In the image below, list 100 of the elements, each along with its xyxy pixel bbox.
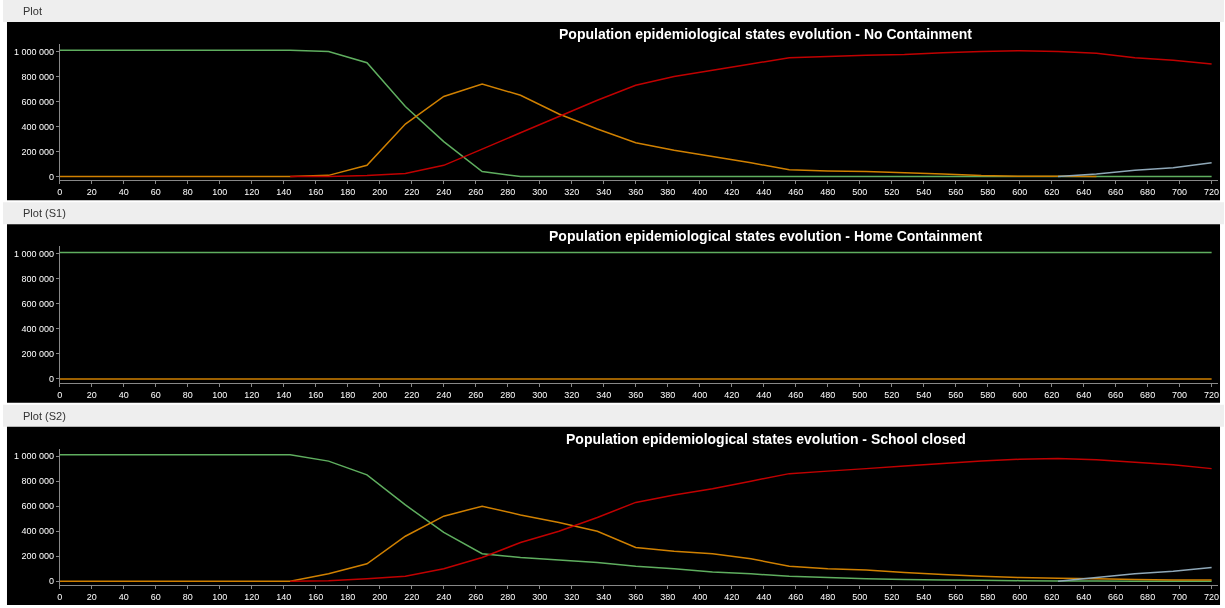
x-tick-label: 180 — [340, 591, 356, 602]
x-tick-label: 20 — [86, 389, 97, 400]
x-tick-label: 60 — [150, 591, 161, 602]
x-tick-label: 220 — [404, 187, 420, 198]
x-tick-label: 340 — [596, 389, 612, 400]
x-tick-label: 260 — [468, 389, 484, 400]
x-tick-label: 180 — [340, 389, 356, 400]
y-tick-label: 1 000 000 — [13, 46, 55, 57]
y-tick-label: 1 000 000 — [13, 451, 55, 462]
x-tick-label: 440 — [756, 591, 772, 602]
x-tick-label: 480 — [820, 389, 836, 400]
x-tick-label: 600 — [1012, 187, 1028, 198]
x-tick-label: 0 — [57, 187, 63, 198]
x-tick-label: 240 — [436, 389, 452, 400]
x-tick-label: 160 — [308, 389, 324, 400]
chart-title: Population epidemiological states evolution - No Containment — [559, 26, 973, 42]
x-tick-label: 360 — [628, 187, 644, 198]
x-tick-label: 160 — [308, 187, 324, 198]
x-tick-label: 500 — [852, 389, 868, 400]
x-tick-label: 320 — [564, 591, 580, 602]
x-tick-label: 600 — [1012, 389, 1028, 400]
x-tick-label: 420 — [724, 389, 740, 400]
chart-title: Population epidemiological states evolution - School closed — [566, 431, 966, 447]
x-tick-label: 140 — [276, 591, 292, 602]
x-tick-label: 360 — [628, 591, 644, 602]
x-tick-label: 120 — [244, 187, 260, 198]
line-series — [289, 50, 1213, 178]
x-tick-label: 80 — [182, 389, 193, 400]
x-tick-label: 60 — [150, 389, 161, 400]
x-tick-label: 340 — [596, 591, 612, 602]
x-tick-label: 0 — [57, 591, 63, 602]
x-tick-label: 160 — [308, 591, 324, 602]
x-tick-label: 580 — [980, 187, 996, 198]
y-tick-label: 1 000 000 — [13, 248, 55, 259]
x-tick-label: 80 — [182, 591, 193, 602]
x-tick-label: 540 — [916, 389, 932, 400]
x-tick-label: 100 — [212, 591, 228, 602]
y-tick-label: 600 000 — [21, 298, 55, 309]
x-tick-label: 400 — [692, 591, 708, 602]
x-tick-label: 400 — [692, 389, 708, 400]
line-series — [59, 454, 1213, 583]
line-series — [59, 49, 1213, 178]
x-tick-label: 680 — [1140, 389, 1156, 400]
chart-title: Population epidemiological states evolution - Home Containment — [549, 228, 983, 244]
y-tick-label: 400 000 — [21, 526, 55, 537]
line-series — [1057, 566, 1213, 583]
x-tick-label: 40 — [118, 389, 129, 400]
x-tick-label: 420 — [724, 591, 740, 602]
x-tick-label: 500 — [852, 591, 868, 602]
y-tick-label: 200 000 — [21, 551, 55, 562]
x-tick-label: 700 — [1172, 187, 1188, 198]
x-tick-label: 260 — [468, 591, 484, 602]
y-tick-label: 600 000 — [21, 501, 55, 512]
x-tick-label: 140 — [276, 187, 292, 198]
y-tick-label: 200 000 — [21, 146, 55, 157]
y-tick-label: 200 000 — [21, 349, 55, 360]
x-tick-label: 240 — [436, 591, 452, 602]
x-tick-label: 660 — [1108, 187, 1124, 198]
x-tick-label: 680 — [1140, 591, 1156, 602]
x-tick-label: 560 — [948, 187, 964, 198]
x-tick-label: 540 — [916, 591, 932, 602]
x-tick-label: 380 — [660, 187, 676, 198]
line-series — [59, 83, 1098, 178]
x-tick-label: 280 — [500, 591, 516, 602]
x-tick-label: 440 — [756, 389, 772, 400]
x-tick-label: 660 — [1108, 389, 1124, 400]
x-tick-label: 620 — [1044, 187, 1060, 198]
x-tick-label: 40 — [118, 187, 129, 198]
line-series — [289, 457, 1213, 583]
x-tick-label: 640 — [1076, 591, 1092, 602]
x-tick-label: 620 — [1044, 389, 1060, 400]
x-tick-label: 180 — [340, 187, 356, 198]
x-tick-label: 220 — [404, 389, 420, 400]
y-tick-label: 600 000 — [21, 96, 55, 107]
x-tick-label: 20 — [86, 591, 97, 602]
x-tick-label: 340 — [596, 187, 612, 198]
x-tick-label: 620 — [1044, 591, 1060, 602]
y-tick-label: 0 — [49, 171, 55, 182]
y-tick-label: 0 — [49, 576, 55, 587]
x-tick-label: 280 — [500, 389, 516, 400]
x-tick-label: 380 — [660, 591, 676, 602]
x-tick-label: 560 — [948, 389, 964, 400]
x-tick-label: 580 — [980, 591, 996, 602]
x-tick-label: 220 — [404, 591, 420, 602]
x-tick-label: 500 — [852, 187, 868, 198]
text: Plot — [23, 5, 42, 17]
x-tick-label: 400 — [692, 187, 708, 198]
y-tick-label: 800 000 — [21, 273, 55, 284]
x-tick-label: 700 — [1172, 389, 1188, 400]
x-tick-label: 460 — [788, 389, 804, 400]
x-tick-label: 720 — [1204, 187, 1220, 198]
line-series — [1057, 162, 1213, 178]
x-tick-label: 80 — [182, 187, 193, 198]
x-tick-label: 200 — [372, 389, 388, 400]
x-tick-label: 540 — [916, 187, 932, 198]
x-tick-label: 720 — [1204, 389, 1220, 400]
x-tick-label: 20 — [86, 187, 97, 198]
y-tick-label: 800 000 — [21, 476, 55, 487]
x-tick-label: 720 — [1204, 591, 1220, 602]
y-tick-label: 400 000 — [21, 121, 55, 132]
